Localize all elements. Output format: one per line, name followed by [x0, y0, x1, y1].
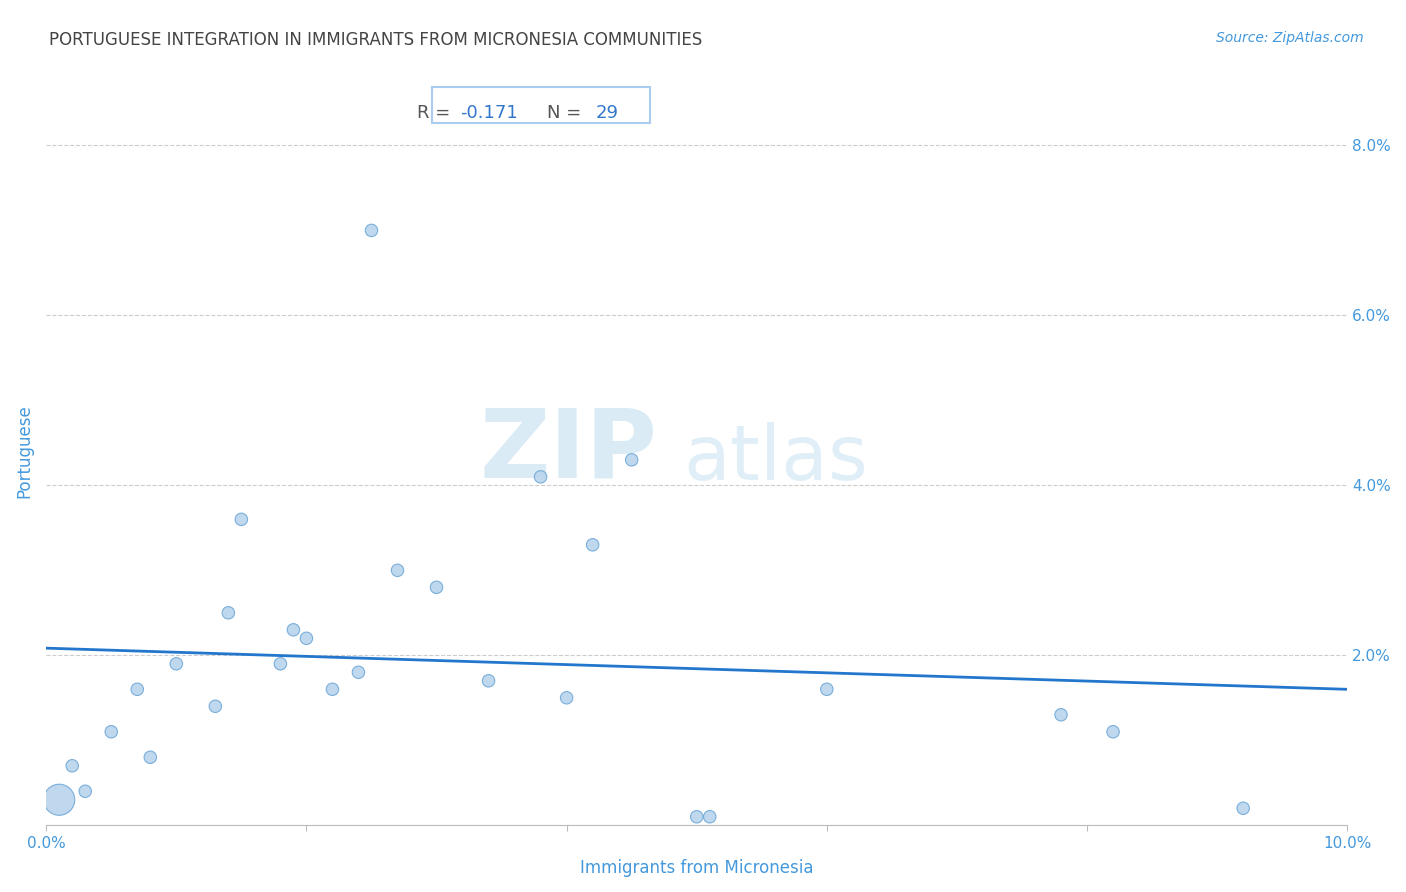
- Point: [815, 682, 838, 697]
- X-axis label: Immigrants from Micronesia: Immigrants from Micronesia: [581, 859, 814, 877]
- Point: [360, 223, 382, 237]
- Point: [217, 606, 239, 620]
- Point: [1232, 801, 1254, 815]
- Text: PORTUGUESE INTEGRATION IN IMMIGRANTS FROM MICRONESIA COMMUNITIES: PORTUGUESE INTEGRATION IN IMMIGRANTS FRO…: [49, 31, 703, 49]
- Point: [48, 793, 70, 807]
- Point: [529, 470, 551, 484]
- Point: [231, 512, 253, 526]
- Text: 29: 29: [595, 103, 619, 121]
- Text: N =: N =: [547, 103, 588, 121]
- Y-axis label: Portuguese: Portuguese: [15, 404, 32, 499]
- Point: [204, 699, 226, 714]
- Point: [582, 538, 605, 552]
- Point: [620, 453, 643, 467]
- Point: [165, 657, 187, 671]
- Text: -0.171: -0.171: [460, 103, 517, 121]
- Point: [75, 784, 97, 798]
- Point: [269, 657, 291, 671]
- Point: [477, 673, 499, 688]
- Point: [347, 665, 370, 680]
- Point: [100, 724, 122, 739]
- Point: [283, 623, 305, 637]
- Text: R =: R =: [418, 103, 456, 121]
- Point: [699, 810, 721, 824]
- Point: [127, 682, 149, 697]
- Point: [1050, 707, 1073, 722]
- Point: [1102, 724, 1125, 739]
- Point: [686, 810, 709, 824]
- Text: ZIP: ZIP: [479, 405, 658, 498]
- Point: [139, 750, 162, 764]
- Point: [321, 682, 343, 697]
- Point: [387, 563, 409, 577]
- Point: [555, 690, 578, 705]
- Point: [60, 758, 83, 772]
- Point: [295, 632, 318, 646]
- Text: atlas: atlas: [683, 422, 869, 496]
- Text: R = -0.171   N = 29: R = -0.171 N = 29: [440, 96, 641, 114]
- Point: [425, 580, 447, 594]
- Text: Source: ZipAtlas.com: Source: ZipAtlas.com: [1216, 31, 1364, 45]
